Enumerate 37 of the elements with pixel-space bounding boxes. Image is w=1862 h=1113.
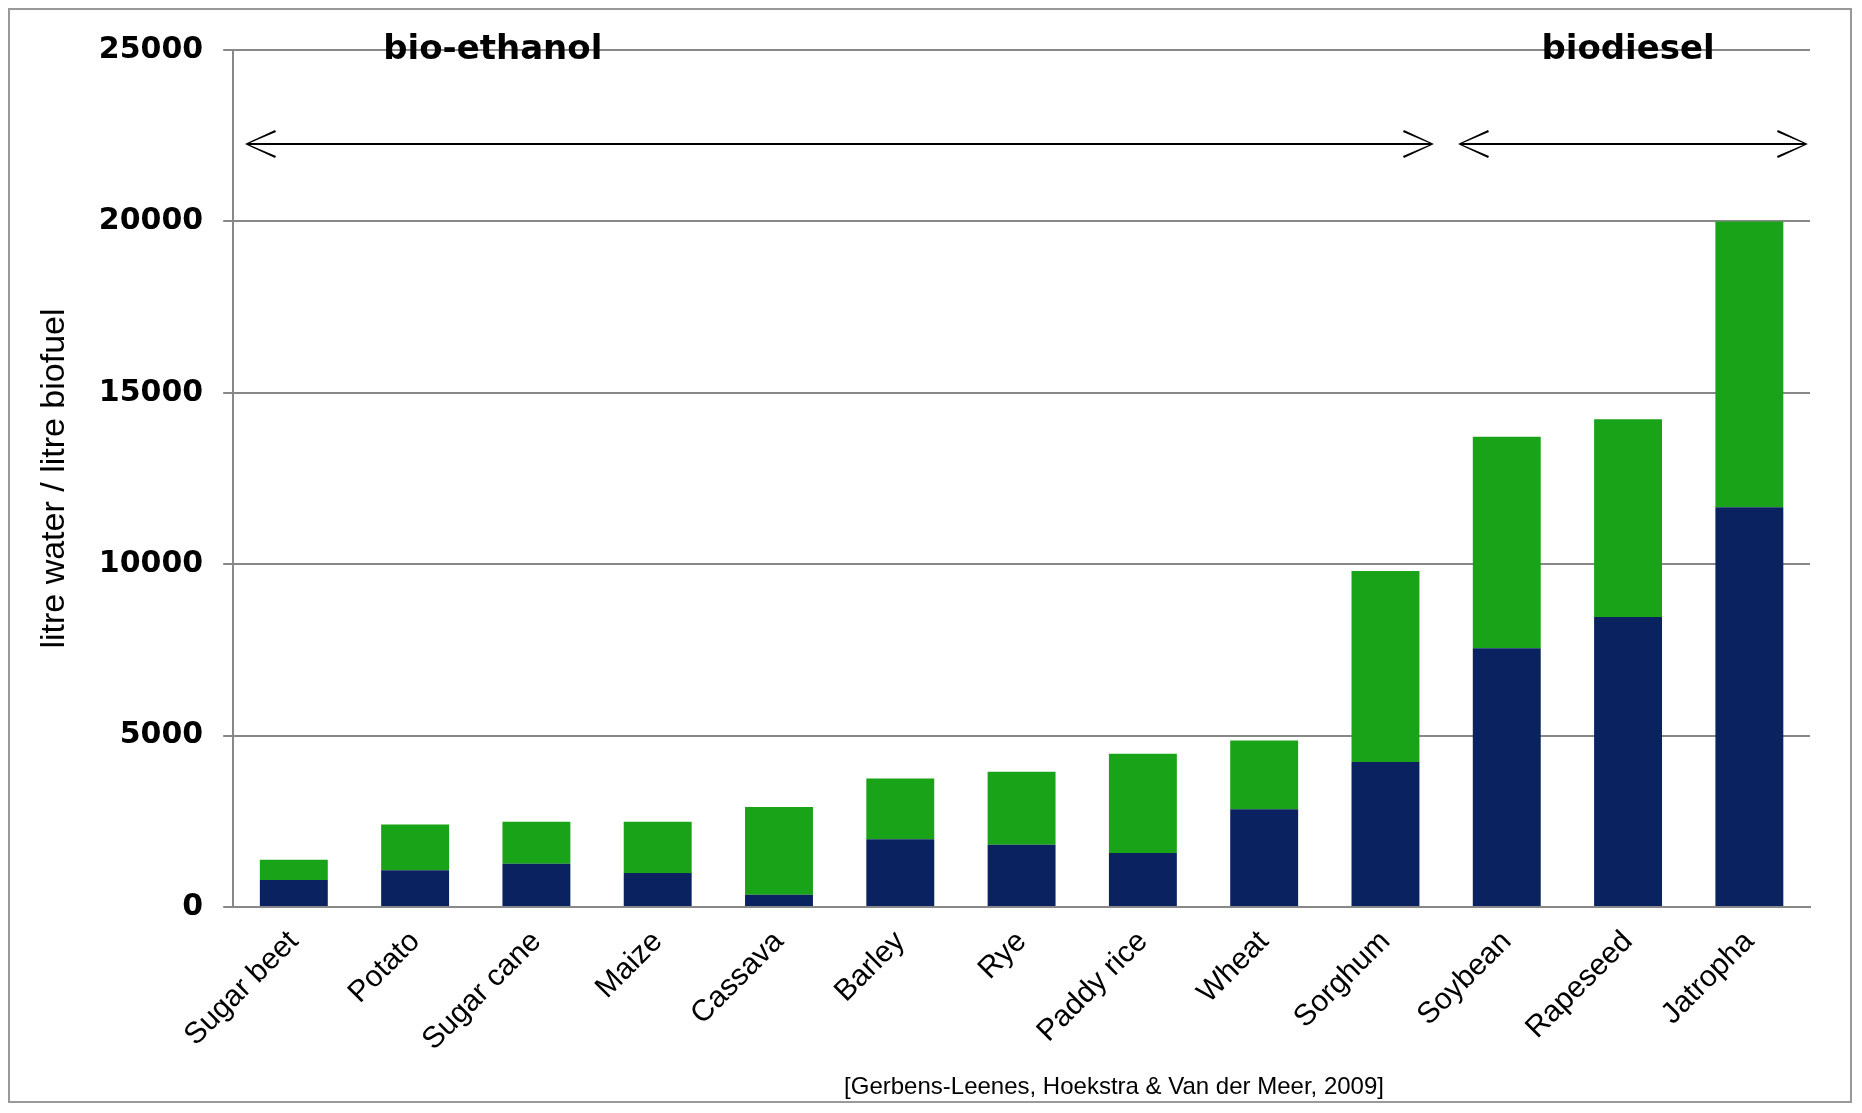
y-tick-label: 5000	[119, 715, 204, 751]
bar	[866, 839, 935, 907]
bar	[987, 771, 1056, 845]
y-tick-label: 25000	[98, 29, 204, 65]
bar	[381, 824, 450, 871]
bar	[1715, 507, 1784, 907]
bar	[1594, 419, 1663, 618]
bar	[1594, 617, 1663, 907]
bar	[1230, 740, 1299, 810]
y-tick-label: 20000	[98, 201, 204, 237]
bar	[987, 844, 1056, 907]
y-axis-title: litre water / litre biofuel	[32, 308, 71, 649]
bar	[1351, 762, 1420, 907]
bar	[381, 870, 450, 907]
bar	[502, 863, 571, 907]
bar	[1472, 648, 1541, 907]
bar	[1472, 436, 1541, 649]
annotation: biodiesel	[1541, 26, 1715, 67]
bar	[1108, 852, 1177, 907]
bar	[259, 859, 328, 880]
bar	[745, 806, 813, 895]
bar	[1108, 753, 1177, 853]
bar	[623, 821, 692, 874]
bar	[1715, 221, 1784, 508]
annotation: bio-ethanol	[383, 26, 603, 67]
bar	[745, 894, 813, 907]
bar	[502, 821, 571, 864]
y-tick-label: 10000	[98, 544, 204, 580]
bar	[259, 879, 328, 907]
text: [Gerbens-Leenes, Hoekstra & Van der Meer, 2009]	[844, 1071, 1384, 1099]
bar	[1351, 571, 1420, 763]
bar	[866, 778, 935, 840]
bar	[1230, 809, 1299, 907]
x-tick-label: Rye	[970, 923, 1032, 985]
bar	[623, 873, 692, 907]
y-tick-label: 0	[182, 886, 204, 922]
y-tick-label: 15000	[98, 372, 204, 408]
